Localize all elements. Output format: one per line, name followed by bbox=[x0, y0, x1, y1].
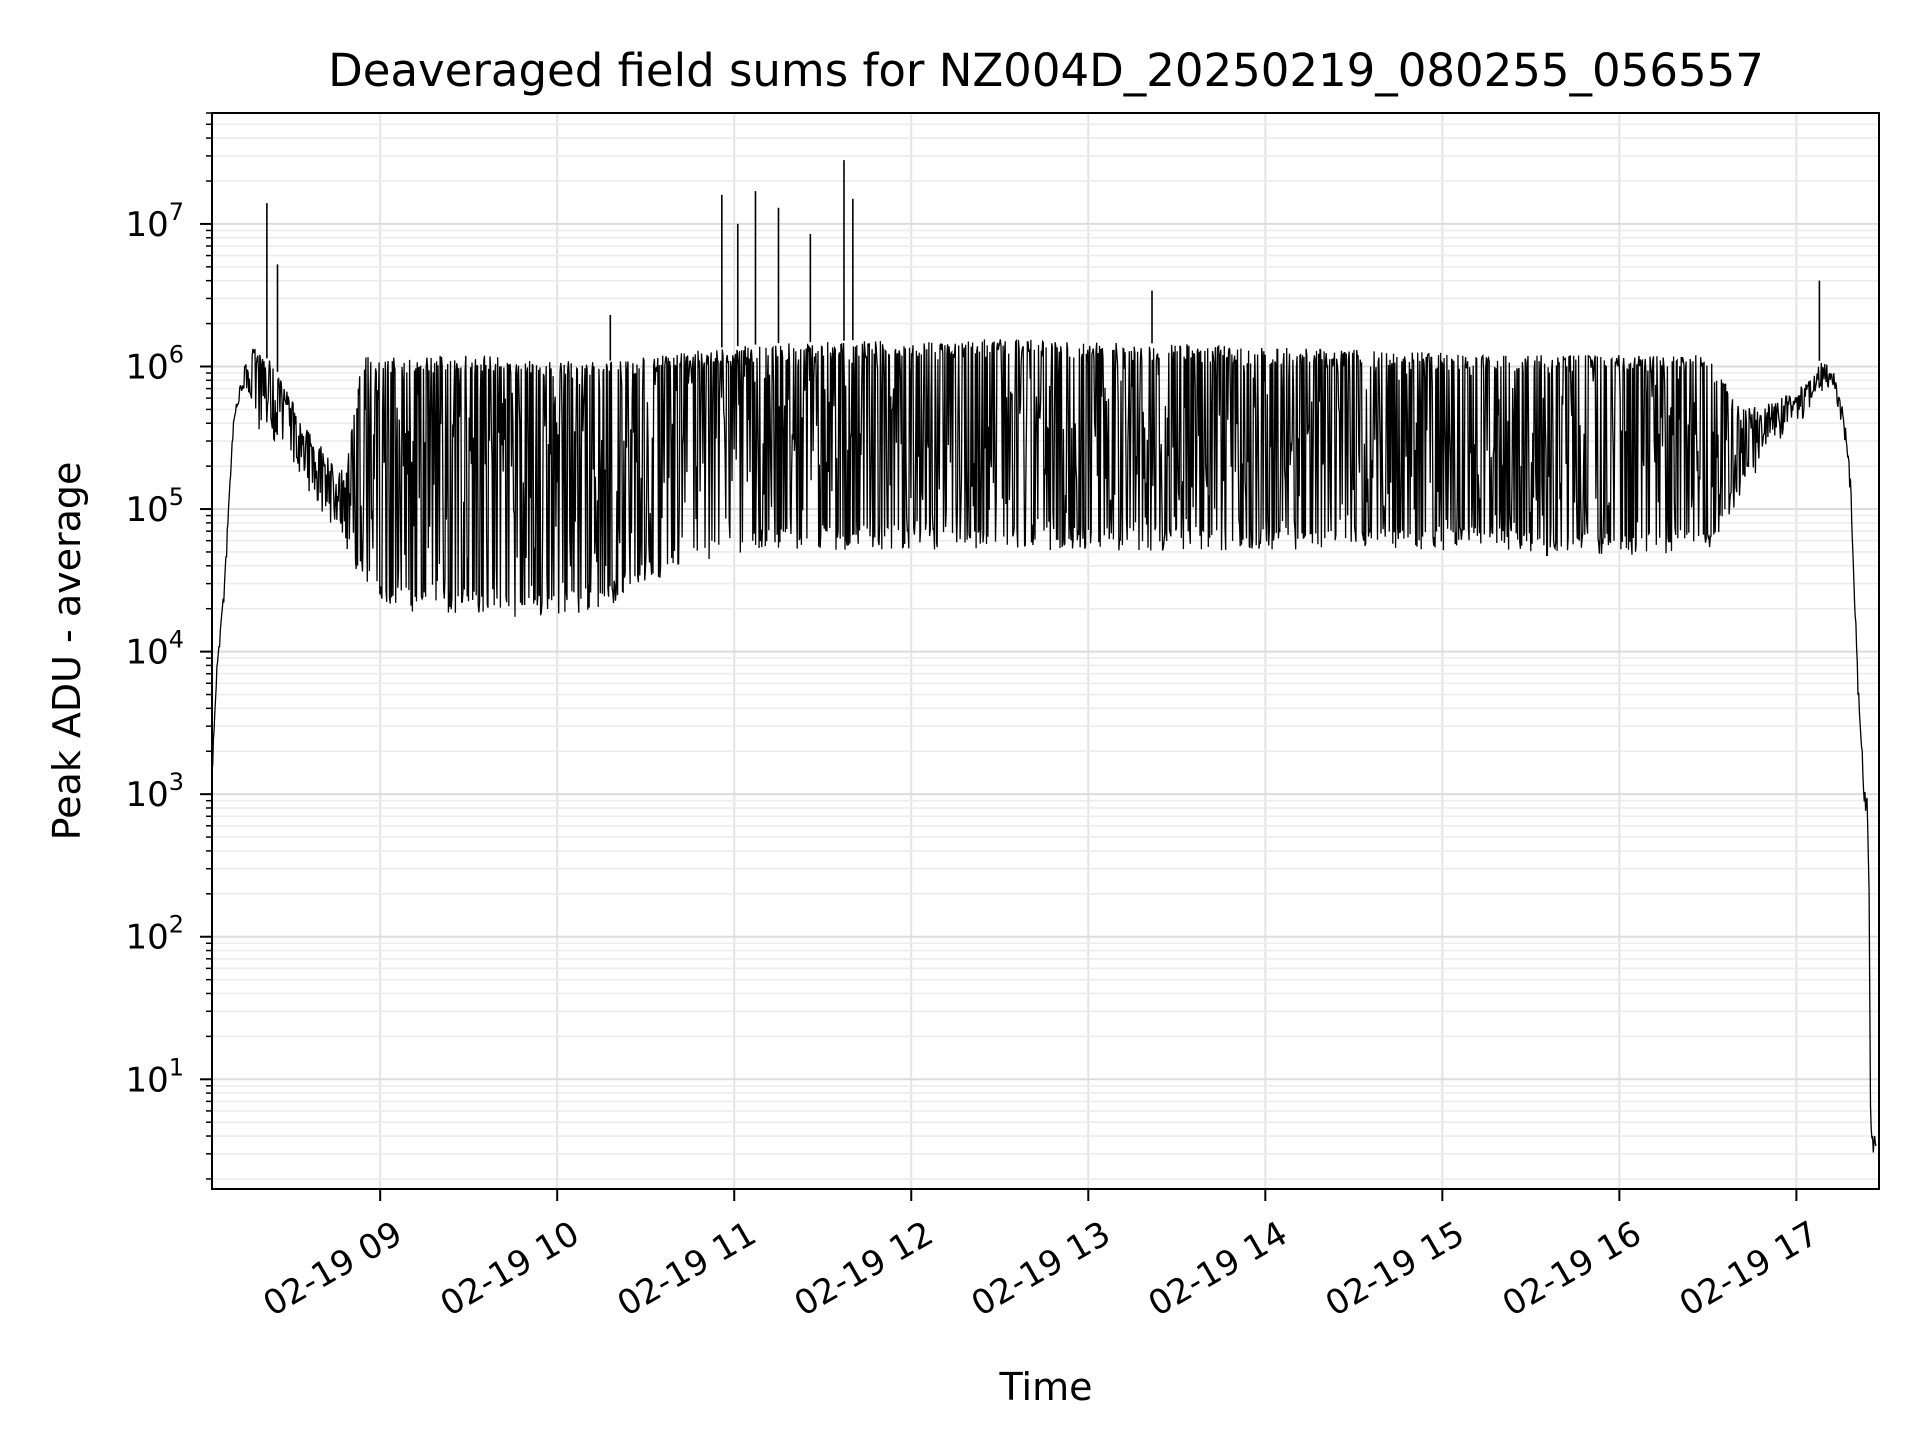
chart-title: Deaveraged field sums for NZ004D_2025021… bbox=[328, 44, 1764, 97]
data-series-line bbox=[211, 338, 1877, 1153]
y-tick-label: 107 bbox=[125, 198, 184, 245]
data-layer bbox=[211, 160, 1877, 1153]
y-tick-label: 102 bbox=[125, 911, 184, 958]
y-tick-label: 104 bbox=[125, 626, 184, 673]
y-tick-label: 106 bbox=[125, 340, 184, 387]
y-tick-label: 103 bbox=[125, 768, 184, 815]
x-axis-label: Time bbox=[999, 1365, 1093, 1409]
y-tick-label: 105 bbox=[125, 483, 184, 530]
y-axis-label: Peak ADU - average bbox=[45, 462, 89, 841]
y-tick-label: 101 bbox=[125, 1053, 184, 1100]
y-axis: 101 102 103 104 105 106 107 bbox=[125, 112, 212, 1180]
